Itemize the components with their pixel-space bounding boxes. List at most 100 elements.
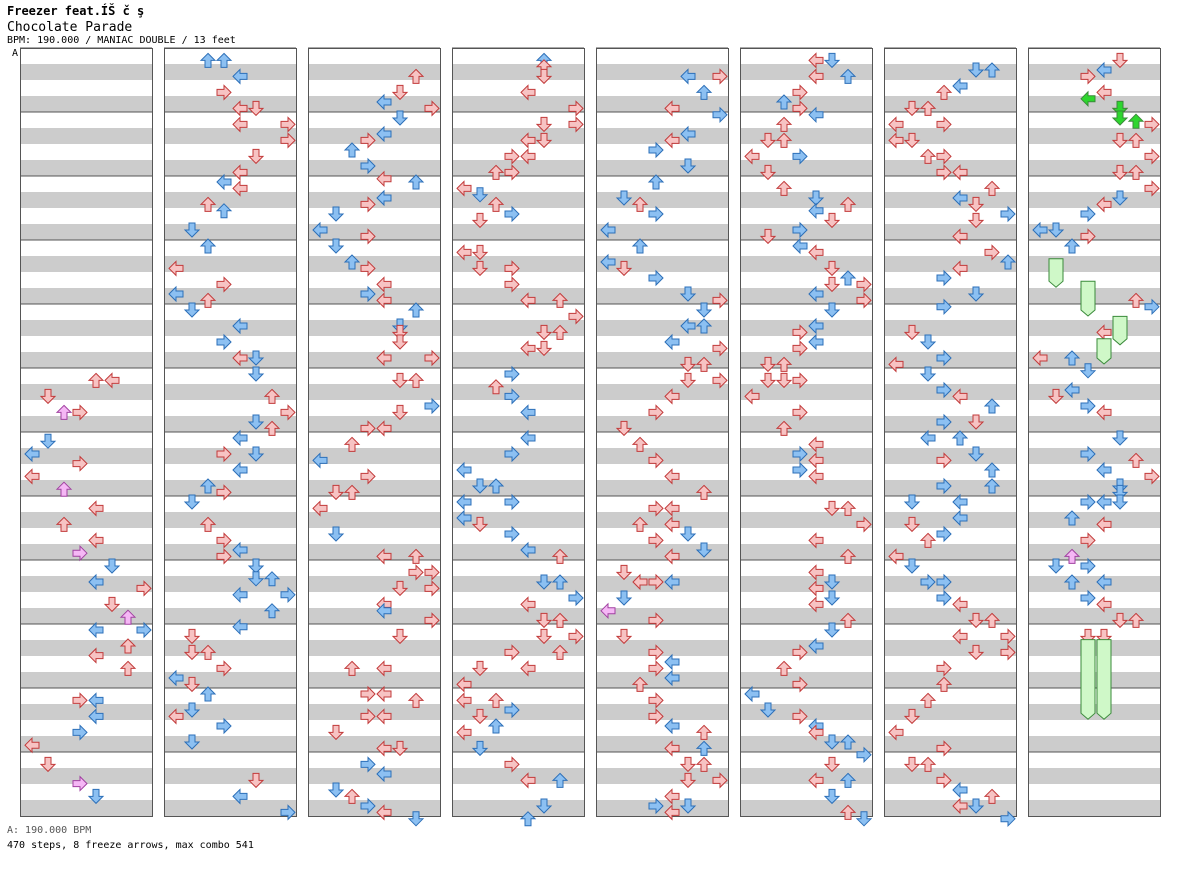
arrow-right-blue: [648, 205, 664, 223]
arrow-right-red: [504, 164, 520, 181]
arrow-down-red: [1111, 52, 1129, 69]
measure-stripe: [20, 608, 152, 624]
arrow-right-red: [360, 196, 376, 213]
arrow-up-red: [343, 788, 361, 804]
measure-stripe: [308, 768, 440, 784]
arrow-left-blue: [664, 717, 680, 735]
arrow-right-red: [360, 468, 376, 485]
arrow-up-blue: [999, 254, 1017, 270]
arrow-right-red: [936, 148, 952, 165]
arrow-right-red: [1080, 228, 1096, 245]
arrow-right-red: [360, 228, 376, 245]
freeze-arrow: [1112, 315, 1128, 346]
measure-stripe: [20, 160, 152, 176]
arrow-right-blue: [936, 573, 952, 591]
arrow-right-red: [1000, 644, 1016, 661]
arrow-right-red: [504, 276, 520, 293]
arrow-right-blue: [936, 269, 952, 287]
arrow-right-blue: [72, 724, 88, 741]
arrow-down-blue: [903, 558, 921, 574]
arrow-down-red: [535, 612, 553, 629]
arrow-down-blue: [247, 350, 265, 366]
measure-stripe: [1028, 128, 1160, 144]
arrow-left-red: [456, 692, 472, 709]
arrow-left-red: [952, 260, 968, 277]
arrow-left-blue: [680, 68, 696, 85]
arrow-left-blue: [952, 781, 968, 799]
arrow-left-red: [1096, 596, 1112, 613]
arrow-down-red: [967, 196, 985, 213]
arrow-down-blue: [103, 558, 121, 574]
bpm-line: A: 190.000 BPM: [7, 825, 92, 836]
measure-stripe: [452, 480, 584, 496]
arrow-down-blue: [903, 494, 921, 510]
arrow-left-red: [520, 772, 536, 789]
arrow-right-red: [648, 404, 664, 421]
arrow-down-red: [183, 644, 201, 661]
arrow-left-blue: [1096, 573, 1112, 591]
measure-stripe: [20, 96, 152, 112]
measure-stripe: [884, 704, 1016, 720]
arrow-right-blue: [1000, 205, 1016, 223]
measure-stripe: [884, 384, 1016, 400]
arrow-left-blue: [1064, 381, 1080, 399]
arrow-right-red: [72, 692, 88, 709]
measure-stripe: [1028, 544, 1160, 560]
measure-stripe: [452, 512, 584, 528]
measure-stripe: [308, 256, 440, 272]
arrow-down-bright: [1111, 110, 1129, 126]
arrow-up-red: [199, 196, 217, 212]
measure-stripe: [452, 320, 584, 336]
arrow-up-red: [1127, 292, 1145, 308]
measure-stripe: [164, 160, 296, 176]
arrow-left-red: [376, 660, 392, 677]
arrow-down-blue: [679, 798, 697, 814]
measure-stripe: [20, 448, 152, 464]
measure-stripe: [596, 480, 728, 496]
arrow-up-red: [695, 724, 713, 740]
arrow-right-red: [504, 148, 520, 165]
measure-stripe: [164, 768, 296, 784]
freeze-arrow: [1048, 258, 1064, 288]
arrow-right-blue: [504, 493, 520, 511]
measure-stripe: [20, 288, 152, 304]
arrow-right-red: [568, 100, 584, 117]
arrow-right-red: [712, 372, 728, 389]
arrow-right-blue: [1080, 557, 1096, 575]
arrow-up-red: [551, 324, 569, 340]
arrow-down-red: [679, 356, 697, 373]
measure-stripe: [884, 352, 1016, 368]
arrow-up-red: [775, 356, 793, 372]
arrow-up-blue: [1063, 238, 1081, 254]
arrow-left-blue: [232, 541, 248, 559]
arrow-left-red: [664, 468, 680, 485]
arrow-up-blue: [631, 238, 649, 254]
arrow-right-red: [936, 740, 952, 757]
arrow-down-red: [615, 628, 633, 645]
measure-stripe: [308, 448, 440, 464]
measure-stripe: [308, 736, 440, 752]
arrow-right-red: [216, 660, 232, 677]
arrow-right-blue: [504, 445, 520, 463]
arrow-right-red: [424, 100, 440, 117]
arrow-up-red: [983, 180, 1001, 196]
arrow-right-blue: [936, 298, 952, 316]
arrow-up-red: [919, 692, 937, 708]
arrow-left-red: [664, 548, 680, 565]
measure-stripe: [164, 608, 296, 624]
arrow-left-red: [888, 548, 904, 565]
arrow-down-blue: [679, 158, 697, 174]
arrow-left-red: [808, 436, 824, 453]
arrow-left-red: [376, 708, 392, 725]
arrow-right-red: [648, 573, 664, 591]
arrow-down-red: [391, 580, 409, 597]
arrow-left-red: [376, 170, 392, 188]
arrow-left-blue: [952, 493, 968, 511]
arrow-left-red: [520, 340, 536, 357]
arrow-right-blue: [792, 461, 808, 479]
arrow-down-red: [471, 212, 489, 229]
arrow-left-red: [376, 292, 392, 309]
arrow-down-red: [759, 228, 777, 245]
measure-stripe: [740, 416, 872, 432]
measure-stripe: [308, 288, 440, 304]
